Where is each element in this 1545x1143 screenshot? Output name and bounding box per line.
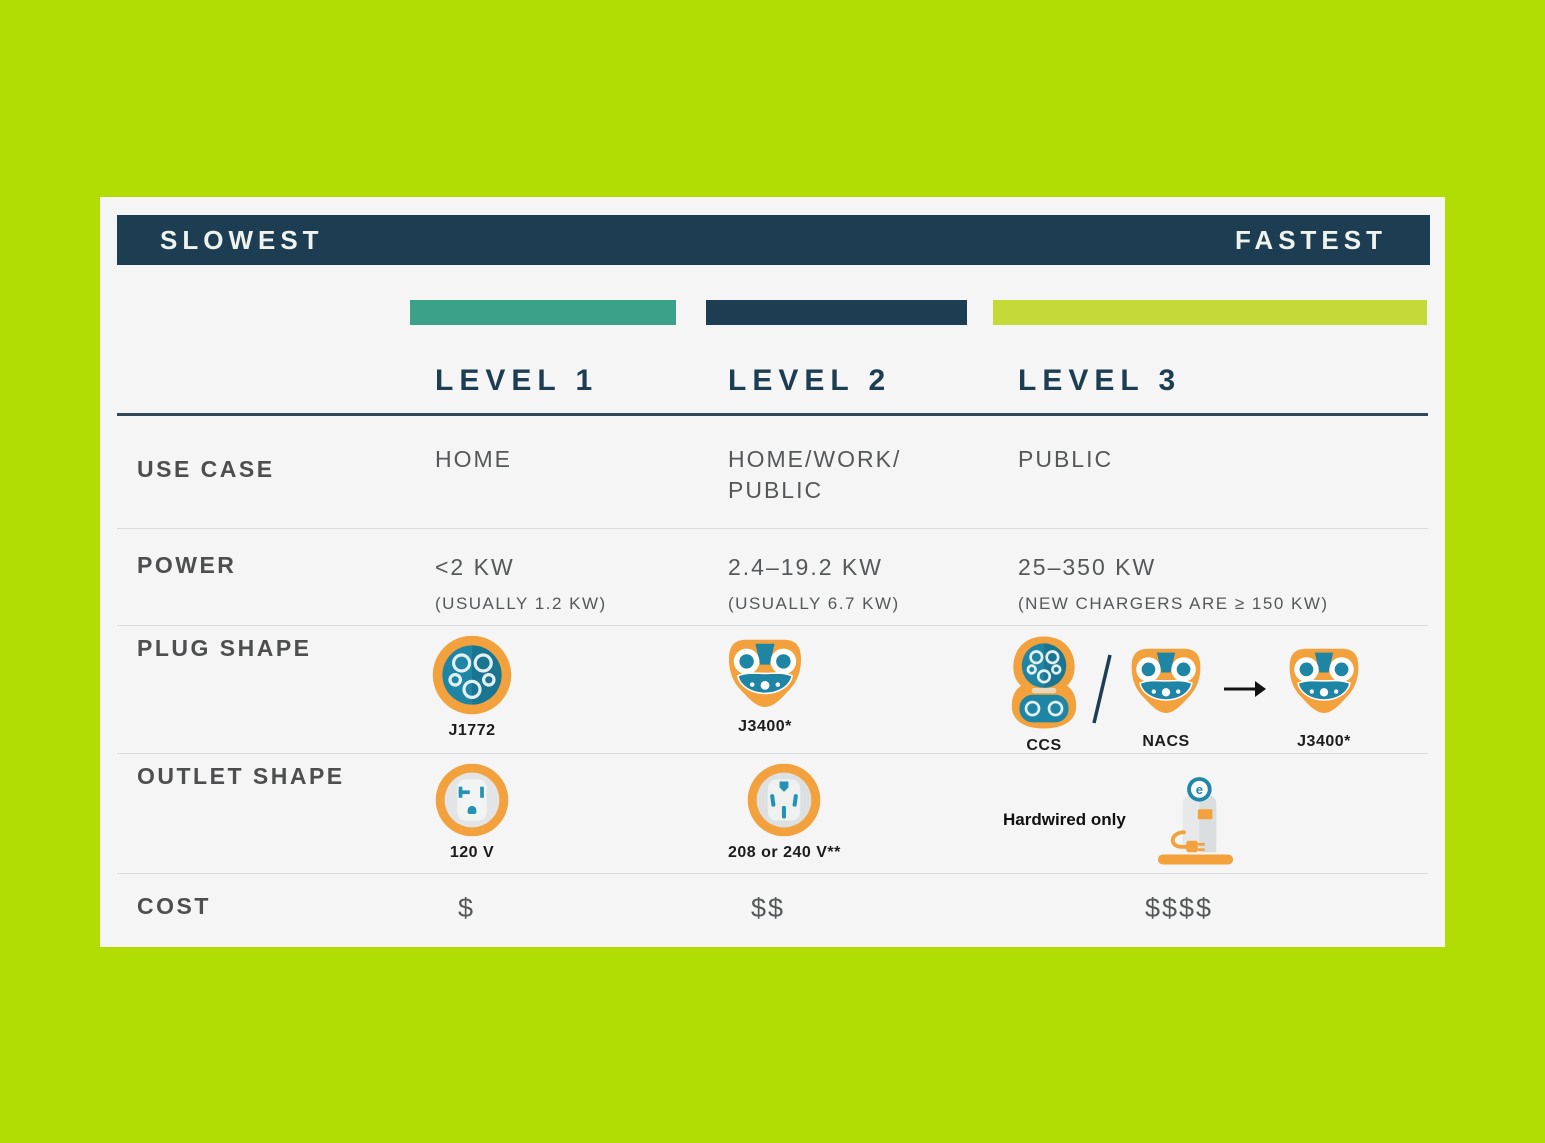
outlet-120v-caption: 120 V — [449, 844, 495, 861]
plug-level2-cell: J3400* — [703, 635, 993, 753]
slash-separator — [1090, 651, 1114, 732]
level-3-color-bar — [993, 300, 1427, 325]
hardwired-only-note: Hardwired only — [1003, 810, 1126, 829]
j1772-plug: J1772 — [432, 635, 512, 740]
cost-level3-value: $$$$ — [1145, 893, 1214, 923]
level-1-header: LEVEL 1 — [435, 364, 599, 397]
row-divider — [117, 753, 1428, 754]
outlet-level1-cell: 120 V — [410, 763, 703, 873]
cost-row-label: COST — [137, 893, 211, 919]
level-2-color-bar — [706, 300, 967, 325]
plug-shape-row: PLUG SHAPE J1772 J3400* CCS — [100, 625, 1445, 754]
use-case-level2-value: HOME/WORK/ PUBLIC — [728, 446, 902, 504]
j3400-plug: J3400* — [721, 635, 809, 736]
power-level2-cell: 2.4–19.2 KW (USUALLY 6.7 KW) — [703, 552, 993, 625]
power-level3-sub: (NEW CHARGERS ARE ≥ 150 KW) — [1018, 594, 1329, 614]
nacs-plug: NACS — [1124, 635, 1208, 751]
nacs-caption: NACS — [1142, 733, 1190, 750]
240v-outlet: 208 or 240 V** — [728, 763, 841, 862]
cost-row: COST $ $$ $$$$ — [100, 873, 1445, 947]
use-case-row-label: USE CASE — [137, 456, 275, 482]
household-outlet-icon — [435, 763, 509, 837]
ccs-plug: CCS — [1008, 635, 1080, 754]
level-2-header: LEVEL 2 — [728, 364, 892, 397]
power-level1-sub: (USUALLY 1.2 KW) — [435, 594, 607, 614]
use-case-row: USE CASE HOME HOME/WORK/ PUBLIC PUBLIC — [100, 416, 1445, 528]
outlet-240v-caption: 208 or 240 V** — [728, 844, 841, 861]
row-divider — [117, 873, 1428, 874]
j1772-plug-icon — [432, 635, 512, 715]
comparison-card: SLOWEST FASTEST LEVEL 1 LEVEL 2 LEVEL 3 … — [100, 197, 1445, 947]
power-level2-main: 2.4–19.2 KW — [728, 554, 883, 580]
slowest-label: SLOWEST — [160, 224, 324, 255]
row-divider — [117, 625, 1428, 626]
speed-gradient-bar: SLOWEST FASTEST — [117, 215, 1430, 265]
household-outlet: 120 V — [435, 763, 509, 862]
power-level2-sub: (USUALLY 6.7 KW) — [728, 594, 900, 614]
power-row: POWER <2 KW (USUALLY 1.2 KW) 2.4–19.2 KW… — [100, 528, 1445, 625]
use-case-level3-value: PUBLIC — [1018, 446, 1114, 472]
ccs-plug-icon — [1008, 635, 1080, 730]
j3400-future-caption: J3400* — [1297, 733, 1351, 750]
power-level3-cell: 25–350 KW (NEW CHARGERS ARE ≥ 150 KW) — [993, 552, 1445, 625]
plug-level3-cell: CCS NACS J3400* — [1008, 635, 1445, 754]
j3400-future-plug: J3400* — [1282, 635, 1366, 751]
plug-level1-cell: J1772 — [410, 635, 703, 753]
cost-level1-value: $ — [458, 893, 476, 923]
nacs-plug-icon — [1282, 644, 1366, 717]
j1772-caption: J1772 — [448, 722, 496, 739]
power-level1-main: <2 KW — [435, 554, 515, 580]
charging-station-icon — [1144, 774, 1244, 866]
j3400-caption: J3400* — [738, 718, 792, 735]
level-1-color-bar — [410, 300, 676, 325]
ccs-icon-area — [1008, 635, 1080, 730]
outlet-level2-cell: 208 or 240 V** — [703, 763, 993, 873]
use-case-level1-value: HOME — [435, 446, 512, 472]
ccs-caption: CCS — [1026, 737, 1062, 754]
outlet-level3-cell: Hardwired only — [1003, 763, 1445, 873]
outlet-shape-row-label: OUTLET SHAPE — [137, 763, 345, 789]
outlet-shape-row: OUTLET SHAPE 120 V 208 or 240 V** Hardwi… — [100, 753, 1445, 873]
plug-shape-row-label: PLUG SHAPE — [137, 635, 312, 661]
j3400-icon-area — [1282, 635, 1366, 726]
header-rule — [117, 413, 1428, 416]
cost-level2-value: $$ — [751, 893, 786, 923]
nacs-plug-icon — [1124, 644, 1208, 717]
fastest-label: FASTEST — [1234, 224, 1387, 255]
transition-arrow-icon — [1222, 677, 1268, 706]
nacs-icon-area — [1124, 635, 1208, 726]
power-row-label: POWER — [137, 552, 237, 578]
power-level3-main: 25–350 KW — [1018, 554, 1157, 580]
level-3-header: LEVEL 3 — [1018, 364, 1182, 397]
240v-outlet-icon — [747, 763, 821, 837]
row-divider — [117, 528, 1428, 529]
nacs-plug-icon — [721, 635, 809, 711]
power-level1-cell: <2 KW (USUALLY 1.2 KW) — [410, 552, 703, 625]
